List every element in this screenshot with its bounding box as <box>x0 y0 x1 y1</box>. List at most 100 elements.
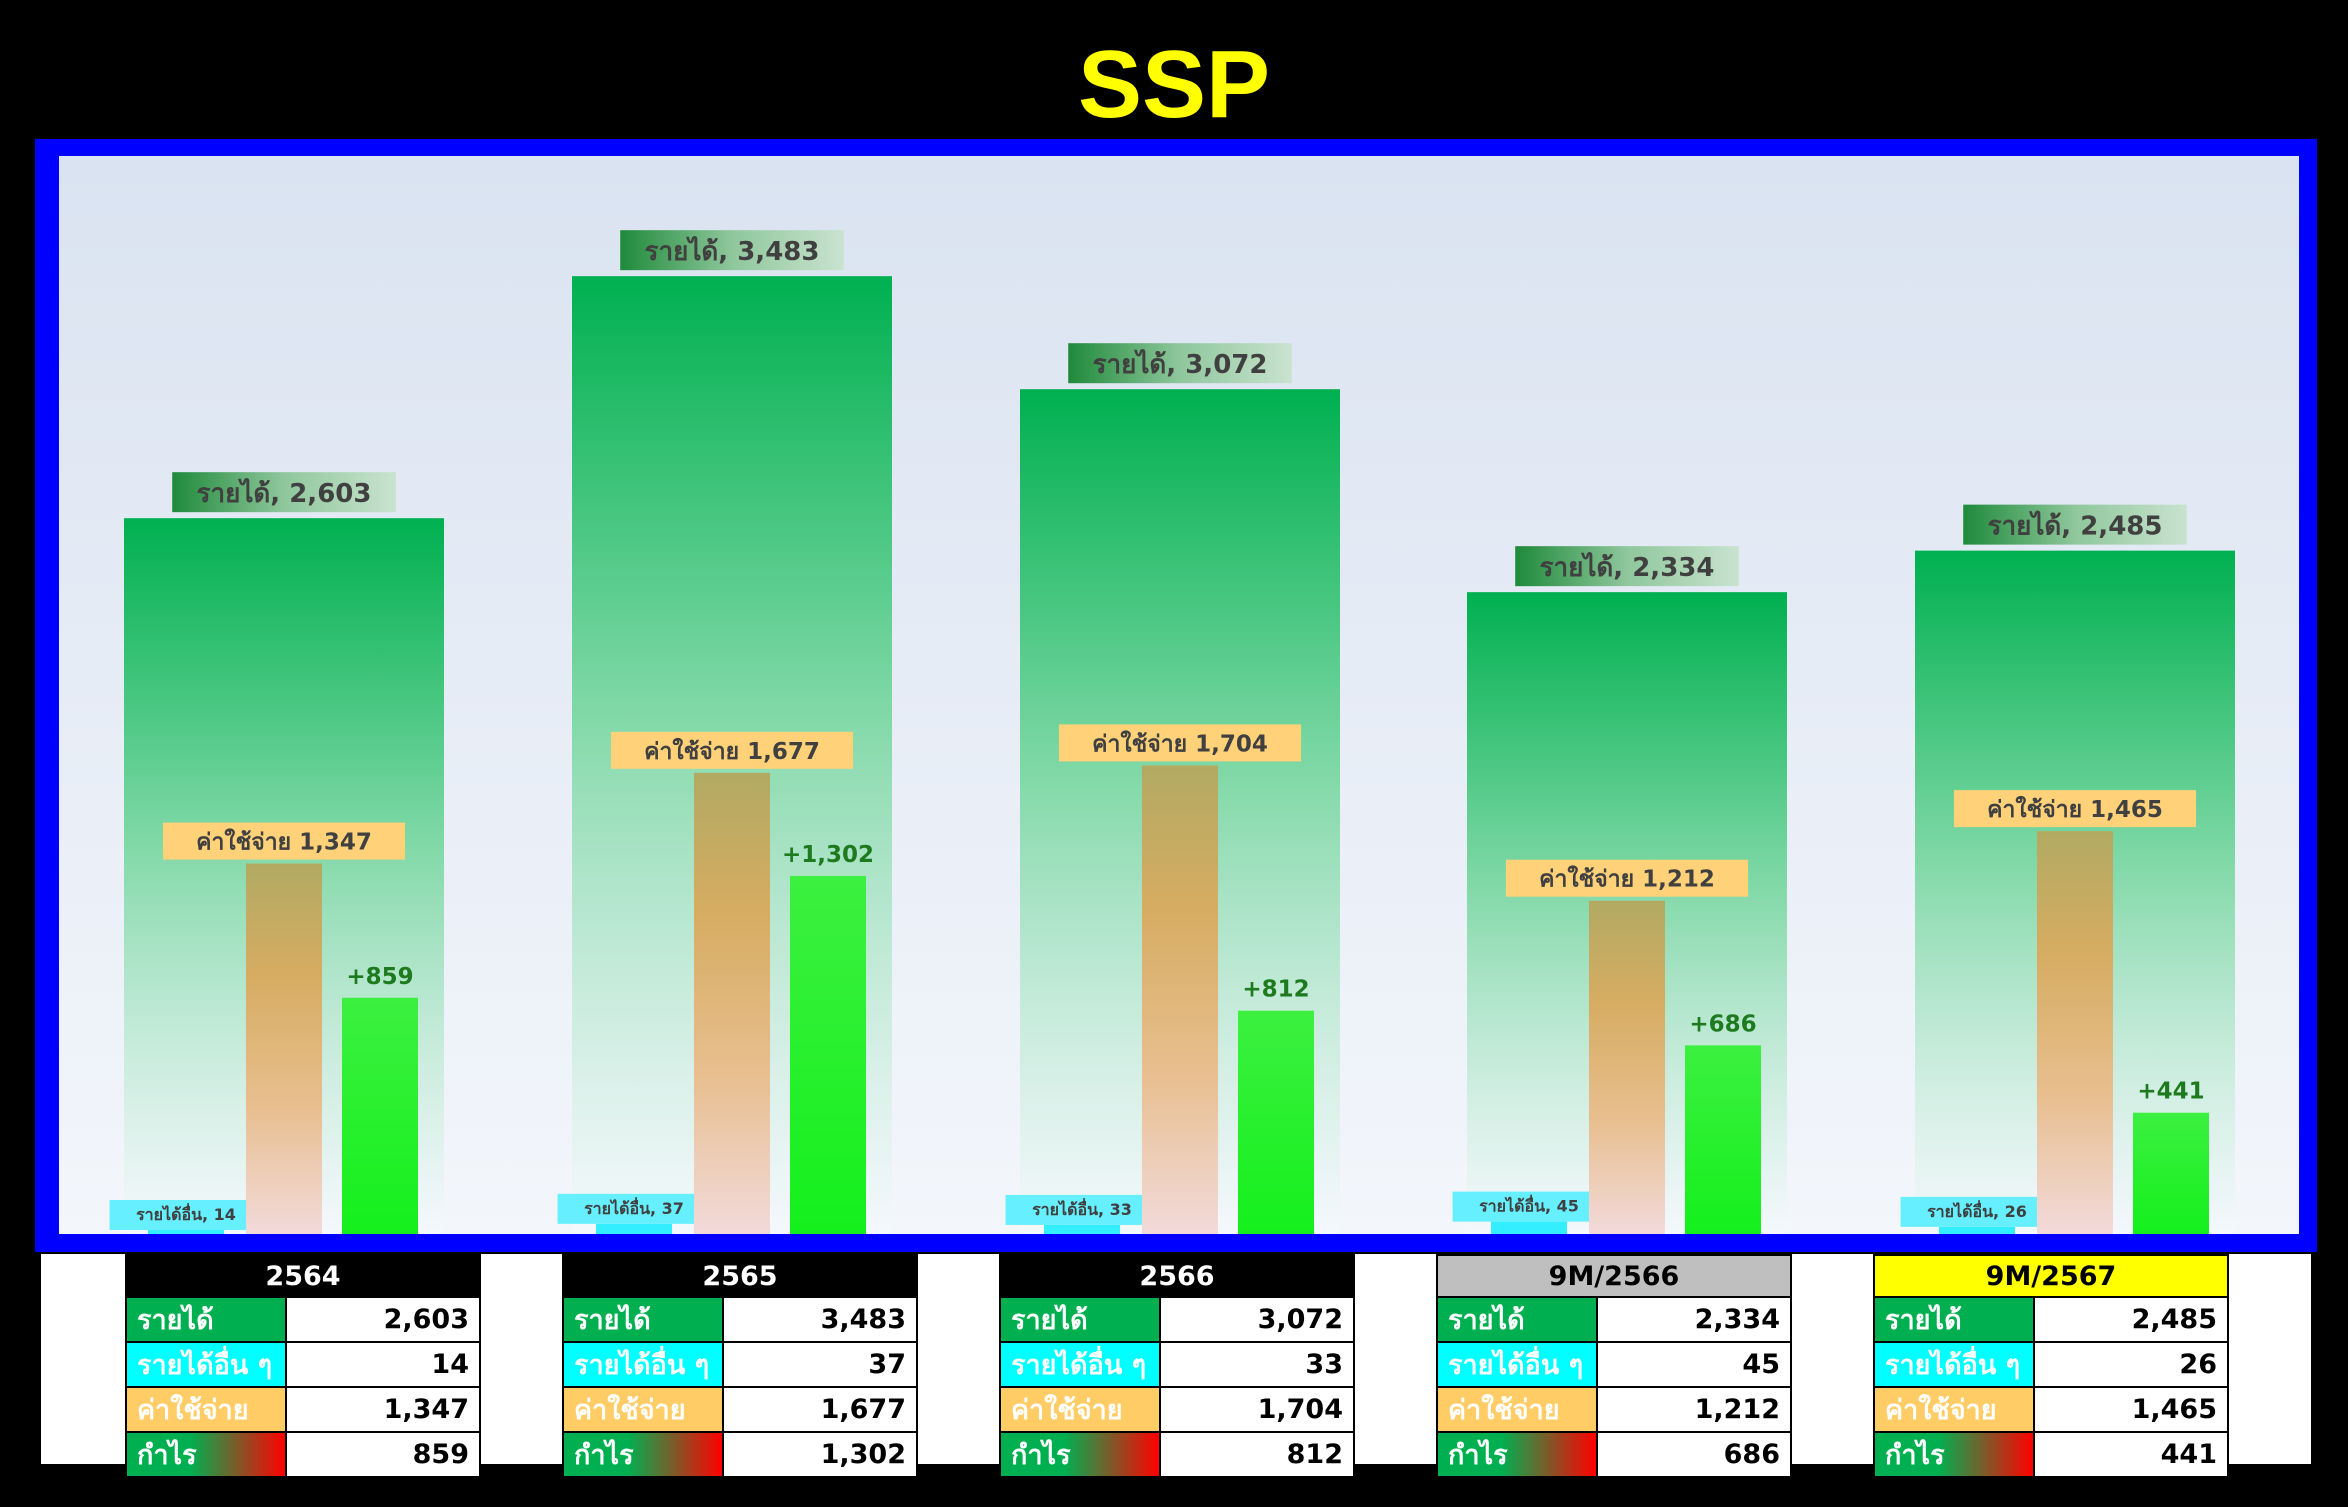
expense-data-label-bg <box>610 731 854 769</box>
profit-bar <box>2133 1112 2209 1234</box>
other-income-label: รายได้อื่น ๆ <box>1873 1341 2035 1388</box>
table-row: กำไร 441 <box>1873 1431 2229 1478</box>
expense-bar <box>1142 765 1218 1234</box>
profit-label: กำไร <box>562 1431 724 1478</box>
table-row: ค่าใช้จ่าย 1,677 <box>562 1386 918 1433</box>
other-income-data-label-bg <box>557 1193 711 1224</box>
profit-bar <box>790 875 866 1234</box>
table-row: รายได้ 3,072 <box>999 1296 1355 1343</box>
profit-bar <box>342 997 418 1234</box>
table-row: ค่าใช้จ่าย 1,465 <box>1873 1386 2229 1433</box>
revenue-data-label-bg <box>620 230 844 271</box>
other-income-data-label-bg <box>1452 1191 1606 1222</box>
summary-table-2: 2566 รายได้ 3,072 รายได้อื่น ๆ 33 ค่าใช้จ่าย 1… <box>999 1254 1355 1478</box>
other-income-data-label-bg <box>1005 1194 1159 1225</box>
expense-data-label-bg <box>1058 724 1302 762</box>
profit-data-label: +859 <box>346 964 413 990</box>
revenue-data-label: รายได้, 3,072 <box>1093 348 1268 380</box>
expense-value: 1,677 <box>722 1386 918 1433</box>
expense-value: 1,704 <box>1159 1386 1355 1433</box>
table-row: กำไร 812 <box>999 1431 1355 1478</box>
other-income-bar <box>1939 1226 2015 1234</box>
other-income-bar <box>148 1230 224 1234</box>
revenue-value: 3,483 <box>722 1296 918 1343</box>
table-row: รายได้ 2,485 <box>1873 1296 2229 1343</box>
expense-data-label-bg <box>1505 859 1749 897</box>
table-row: รายได้ 3,483 <box>562 1296 918 1343</box>
table-period-header: 2566 <box>999 1254 1355 1298</box>
revenue-value: 2,603 <box>285 1296 481 1343</box>
table-period-header: 2564 <box>125 1254 481 1298</box>
chart-title: SSP <box>1077 31 1271 138</box>
other-income-data-label-bg <box>109 1200 263 1230</box>
table-row: กำไร 1,302 <box>562 1431 918 1478</box>
summary-table-1: 2565 รายได้ 3,483 รายได้อื่น ๆ 37 ค่าใช้จ่าย 1… <box>562 1254 918 1478</box>
profit-value: 859 <box>285 1431 481 1478</box>
expense-label: ค่าใช้จ่าย <box>125 1386 287 1433</box>
revenue-data-label-bg <box>1963 504 2187 545</box>
expense-label: ค่าใช้จ่าย <box>1436 1386 1598 1433</box>
expense-label: ค่าใช้จ่าย <box>1873 1386 2035 1433</box>
other-income-value: 26 <box>2033 1341 2229 1388</box>
profit-value: 686 <box>1596 1431 1792 1478</box>
profit-value: 812 <box>1159 1431 1355 1478</box>
revenue-data-label: รายได้, 2,334 <box>1540 551 1715 583</box>
summary-table-4: 9M/2567 รายได้ 2,485 รายได้อื่น ๆ 26 ค่าใช้จ่… <box>1873 1254 2229 1478</box>
profit-bar <box>1685 1045 1761 1234</box>
expense-bar <box>246 863 322 1234</box>
table-period-header: 9M/2566 <box>1436 1254 1792 1298</box>
table-period-header: 2565 <box>562 1254 918 1298</box>
profit-value: 441 <box>2033 1431 2229 1478</box>
revenue-data-label: รายได้, 2,485 <box>1988 510 2163 542</box>
table-row: ค่าใช้จ่าย 1,347 <box>125 1386 481 1433</box>
expense-data-label: ค่าใช้จ่าย 1,677 <box>644 737 820 765</box>
revenue-value: 2,485 <box>2033 1296 2229 1343</box>
table-row: กำไร 859 <box>125 1431 481 1478</box>
other-income-value: 14 <box>285 1341 481 1388</box>
expense-value: 1,212 <box>1596 1386 1792 1433</box>
revenue-label: รายได้ <box>562 1296 724 1343</box>
other-income-value: 37 <box>722 1341 918 1388</box>
other-income-data-label: รายได้อื่น, 26 <box>1927 1200 2027 1221</box>
summary-table-3: 9M/2566 รายได้ 2,334 รายได้อื่น ๆ 45 ค่าใช้จ่… <box>1436 1254 1792 1478</box>
other-income-bar <box>1044 1224 1120 1234</box>
profit-bar <box>1238 1010 1314 1234</box>
table-row: รายได้ 2,334 <box>1436 1296 1792 1343</box>
other-income-value: 33 <box>1159 1341 1355 1388</box>
expense-value: 1,465 <box>2033 1386 2229 1433</box>
revenue-label: รายได้ <box>125 1296 287 1343</box>
other-income-data-label: รายได้อื่น, 45 <box>1479 1195 1579 1216</box>
expense-data-label: ค่าใช้จ่าย 1,704 <box>1092 729 1268 757</box>
expense-data-label-bg <box>162 822 406 860</box>
expense-bar <box>1589 900 1665 1234</box>
revenue-data-label: รายได้, 3,483 <box>645 235 820 267</box>
table-row: รายได้อื่น ๆ 45 <box>1436 1341 1792 1388</box>
profit-data-label: +441 <box>2137 1079 2204 1105</box>
revenue-data-label: รายได้, 2,603 <box>197 477 372 509</box>
other-income-label: รายได้อื่น ๆ <box>125 1341 287 1388</box>
expense-label: ค่าใช้จ่าย <box>562 1386 724 1433</box>
expense-data-label: ค่าใช้จ่าย 1,212 <box>1539 865 1715 893</box>
expense-label: ค่าใช้จ่าย <box>999 1386 1161 1433</box>
profit-data-label: +1,302 <box>782 842 874 868</box>
table-row: รายได้อื่น ๆ 14 <box>125 1341 481 1388</box>
profit-data-label: +812 <box>1242 977 1309 1003</box>
profit-label: กำไร <box>999 1431 1161 1478</box>
expense-value: 1,347 <box>285 1386 481 1433</box>
other-income-data-label: รายได้อื่น, 14 <box>136 1203 236 1224</box>
other-income-value: 45 <box>1596 1341 1792 1388</box>
revenue-value: 3,072 <box>1159 1296 1355 1343</box>
other-income-bar <box>596 1223 672 1234</box>
table-row: รายได้ 2,603 <box>125 1296 481 1343</box>
expense-data-label: ค่าใช้จ่าย 1,347 <box>196 828 372 856</box>
other-income-label: รายได้อื่น ๆ <box>999 1341 1161 1388</box>
table-row: รายได้อื่น ๆ 26 <box>1873 1341 2229 1388</box>
profit-data-label: +686 <box>1689 1011 1756 1037</box>
expense-bar <box>2037 831 2113 1234</box>
revenue-label: รายได้ <box>1873 1296 2035 1343</box>
expense-data-label-bg <box>1953 790 2197 828</box>
revenue-value: 2,334 <box>1596 1296 1792 1343</box>
other-income-label: รายได้อื่น ๆ <box>562 1341 724 1388</box>
table-row: กำไร 686 <box>1436 1431 1792 1478</box>
table-period-header: 9M/2567 <box>1873 1254 2229 1298</box>
